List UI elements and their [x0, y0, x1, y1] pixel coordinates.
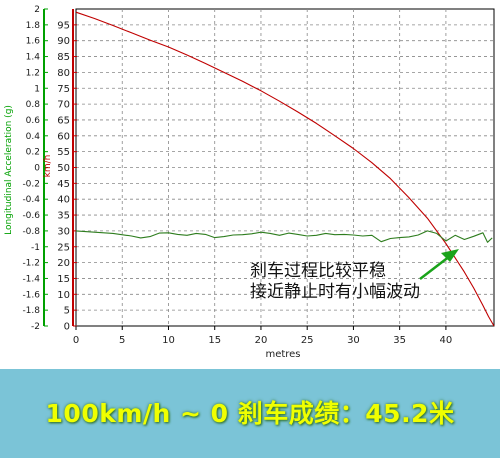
speed-tick-label: 5: [64, 306, 70, 317]
left-axis-title: Longitudinal Acceleration (g): [4, 105, 14, 235]
accel-tick-label: -1.8: [22, 306, 40, 316]
x-tick-label: 25: [301, 335, 314, 346]
x-tick-label: 30: [347, 335, 360, 346]
x-tick-label: 40: [440, 335, 453, 346]
annotation-arrow-head: [441, 249, 459, 262]
x-tick-label: 15: [208, 335, 221, 346]
accel-tick-label: 1.6: [26, 37, 41, 47]
accel-tick-label: -0.2: [22, 179, 40, 189]
accel-tick-label: 0.2: [26, 148, 40, 158]
result-text: 100km/h ~ 0 刹车成绩：45.2米: [45, 399, 455, 428]
speed-tick-label: 35: [57, 211, 70, 222]
accel-tick-label: -0.8: [22, 227, 40, 237]
annotation-line-2: 接近静止时有小幅波动: [250, 282, 420, 302]
speed-tick-label: 20: [57, 258, 70, 269]
annotation-line-1: 刹车过程比较平稳: [250, 261, 386, 281]
accel-tick-label: -1.6: [22, 290, 40, 300]
speed-tick-label: 85: [57, 52, 70, 63]
speed-tick-label: 90: [57, 36, 70, 47]
accel-tick-label: 2: [34, 5, 40, 15]
result-banner: 100km/h ~ 0 刹车成绩：45.2米: [0, 369, 500, 458]
speed-tick-label: 95: [57, 20, 70, 31]
speed-tick-label: 55: [57, 147, 70, 158]
annotation-arrow-shaft: [419, 255, 451, 280]
left-axis: 2 1.8 1.6 1.4 1.2 1 0.8 0.6 0.4 0.2 0 -0.2 -0.4 -0.6 -…: [22, 5, 48, 332]
speed-tick-label: 10: [57, 290, 70, 301]
x-tick-label: 35: [393, 335, 406, 346]
accel-tick-label: -1: [31, 243, 40, 253]
deceleration-line: [75, 230, 493, 243]
x-tick-label: 5: [119, 335, 125, 346]
accel-tick-label: -2: [31, 322, 40, 332]
accel-tick-label: 1.2: [26, 68, 40, 78]
speed-tick-label: 80: [57, 68, 70, 79]
x-tick-label: 0: [73, 335, 79, 346]
speed-tick-label: 15: [57, 274, 70, 285]
speed-tick-label: 45: [57, 179, 70, 190]
speed-tick-label: 40: [57, 195, 70, 206]
speed-line: [75, 11, 495, 327]
right-axis-title: km/h: [43, 155, 53, 178]
x-tick-label: 10: [162, 335, 175, 346]
accel-tick-label: 1.8: [26, 21, 41, 31]
accel-tick-label: 1.4: [26, 53, 41, 63]
annotation: 刹车过程比较平稳 接近静止时有小幅波动: [250, 249, 459, 302]
speed-tick-label: 0: [64, 322, 70, 333]
speed-tick-label: 50: [57, 163, 70, 174]
speed-tick-label: 75: [57, 84, 70, 95]
x-axis-title: metres: [265, 349, 300, 360]
accel-tick-label: 0.4: [26, 132, 41, 142]
accel-tick-label: -1.2: [22, 259, 40, 269]
speed-tick-label: 65: [57, 115, 70, 126]
braking-chart: 2 1.8 1.6 1.4 1.2 1 0.8 0.6 0.4 0.2 0 -0.2 -0.4 -0.6 -…: [4, 5, 495, 360]
speed-tick-label: 60: [57, 131, 70, 142]
series: [75, 11, 495, 327]
accel-tick-label: 0: [34, 164, 40, 174]
accel-tick-label: -0.6: [22, 211, 40, 221]
x-tick-label: 20: [255, 335, 268, 346]
x-axis: 0 5 10 15 20 25 30 35 40: [73, 326, 452, 346]
speed-tick-label: 25: [57, 242, 70, 253]
accel-tick-label: 0.8: [26, 100, 41, 110]
speed-tick-label: 70: [57, 100, 70, 111]
speed-tick-label: 30: [57, 226, 70, 237]
accel-tick-label: 1: [34, 84, 40, 94]
accel-tick-label: -0.4: [22, 195, 40, 205]
accel-tick-label: 0.6: [26, 116, 41, 126]
accel-tick-label: -1.4: [22, 274, 40, 284]
